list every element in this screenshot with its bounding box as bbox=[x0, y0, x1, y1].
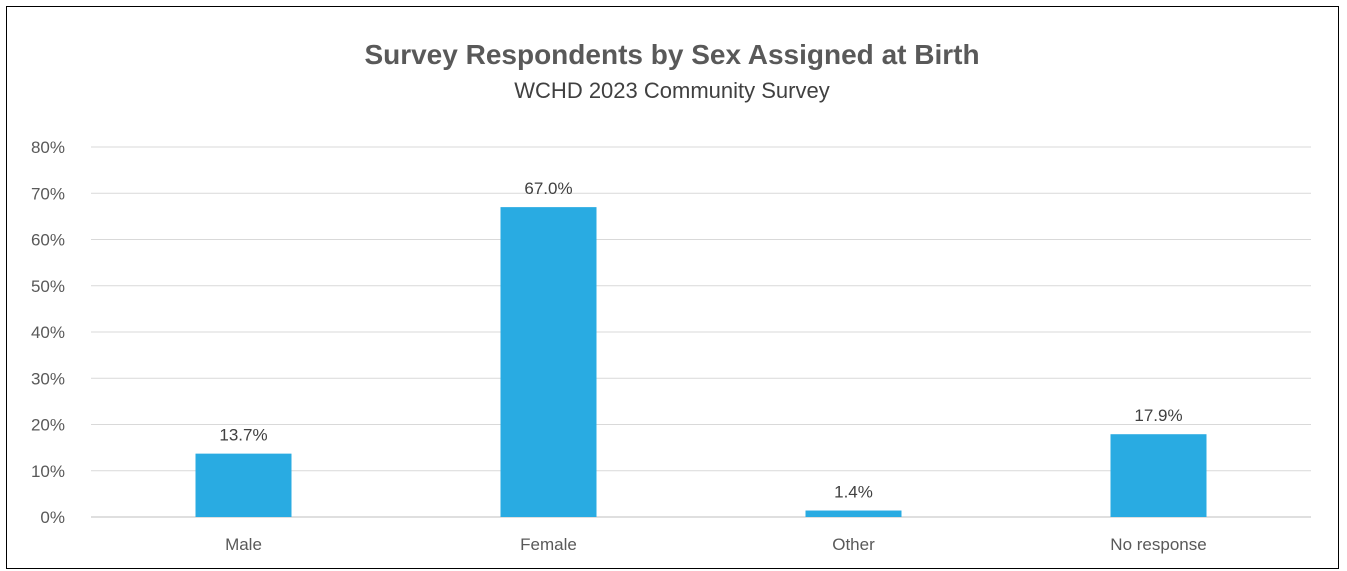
data-labels: 13.7% 67.0% 1.4% 17.9% bbox=[219, 179, 1182, 501]
bars bbox=[195, 207, 1207, 517]
x-category-label: No response bbox=[1110, 535, 1206, 554]
data-label: 13.7% bbox=[219, 426, 267, 445]
y-tick-label: 80% bbox=[31, 138, 65, 157]
bar-male bbox=[195, 453, 292, 517]
y-tick-label: 20% bbox=[31, 416, 65, 435]
x-category-label: Female bbox=[520, 535, 577, 554]
bar-chart: Survey Respondents by Sex Assigned at Bi… bbox=[31, 39, 1311, 554]
gridlines bbox=[91, 146, 1311, 518]
y-tick-label: 10% bbox=[31, 462, 65, 481]
x-axis-categories: Male Female Other No response bbox=[225, 535, 1207, 554]
y-tick-label: 40% bbox=[31, 323, 65, 342]
bar-other bbox=[805, 510, 902, 517]
data-label: 1.4% bbox=[834, 483, 873, 502]
y-tick-label: 60% bbox=[31, 231, 65, 250]
y-tick-label: 30% bbox=[31, 369, 65, 388]
chart-subtitle: WCHD 2023 Community Survey bbox=[514, 78, 829, 103]
y-tick-label: 70% bbox=[31, 184, 65, 203]
y-tick-label: 50% bbox=[31, 277, 65, 296]
x-category-label: Other bbox=[832, 535, 875, 554]
bar-female bbox=[500, 207, 597, 517]
chart-title: Survey Respondents by Sex Assigned at Bi… bbox=[364, 39, 979, 70]
data-label: 17.9% bbox=[1134, 406, 1182, 425]
y-tick-label: 0% bbox=[40, 508, 65, 527]
x-category-label: Male bbox=[225, 535, 262, 554]
y-axis-ticks: 0% 10% 20% 30% 40% 50% 60% 70% 80% bbox=[31, 138, 65, 527]
bar-no-response bbox=[1110, 434, 1207, 517]
chart-frame: Survey Respondents by Sex Assigned at Bi… bbox=[6, 6, 1339, 569]
data-label: 67.0% bbox=[524, 179, 572, 198]
